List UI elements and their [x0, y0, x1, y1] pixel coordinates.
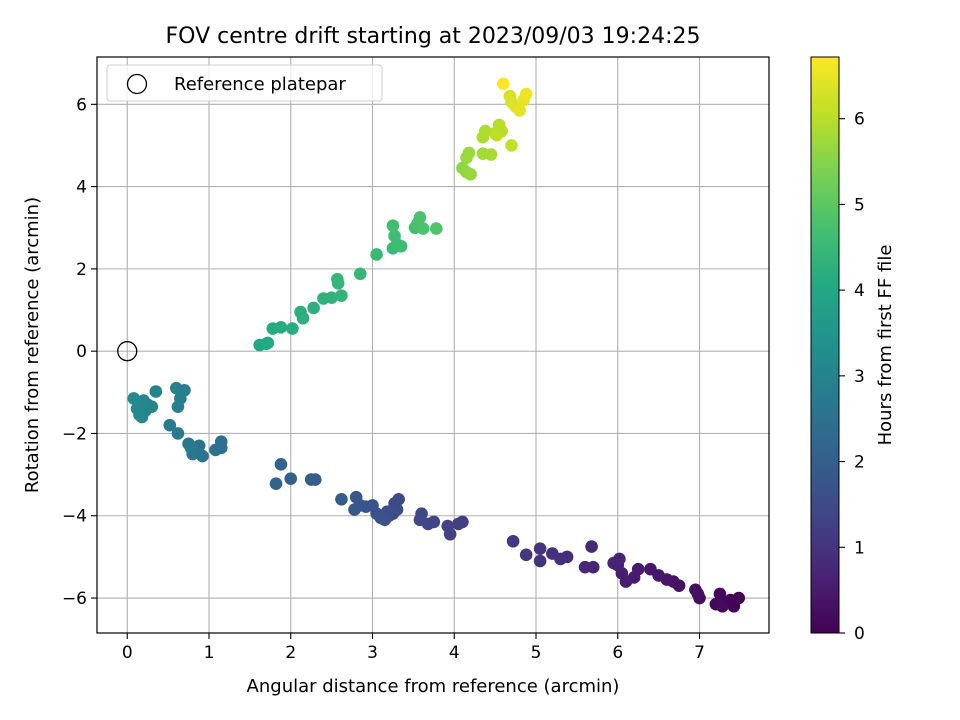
- data-point: [388, 229, 401, 243]
- colorbar-tick-label: 3: [854, 367, 865, 387]
- data-point: [296, 311, 310, 325]
- y-tick-label: −4: [62, 507, 87, 527]
- data-point: [506, 534, 520, 548]
- data-point: [464, 167, 477, 181]
- colorbar-tick-label: 1: [854, 538, 865, 558]
- x-tick-label: 6: [612, 643, 623, 663]
- colorbar-ticks: 0 1 2 3 4 5 6: [839, 110, 865, 644]
- data-point: [533, 542, 547, 555]
- data-point: [331, 272, 344, 286]
- data-point: [274, 321, 288, 334]
- chart-title: FOV centre drift starting at 2023/09/03 …: [166, 24, 701, 49]
- data-point: [441, 519, 455, 533]
- data-point: [335, 492, 348, 506]
- x-tick-label: 7: [694, 643, 705, 663]
- y-axis-ticks: −6 −4 −2 0 2 4 6: [62, 95, 97, 609]
- x-axis-ticks: 0 1 2 3 4 5 6 7: [122, 633, 705, 663]
- data-point: [546, 547, 559, 560]
- data-point: [479, 124, 492, 138]
- y-tick-label: −2: [62, 424, 87, 444]
- x-tick-label: 1: [204, 643, 215, 663]
- colorbar-tick-label: 2: [854, 453, 865, 473]
- data-point: [497, 77, 510, 91]
- data-point: [182, 437, 195, 451]
- colorbar: [810, 56, 840, 634]
- data-point: [163, 418, 177, 432]
- data-point: [171, 400, 185, 414]
- data-point: [716, 599, 729, 613]
- data-point: [196, 449, 209, 463]
- data-point: [519, 87, 533, 101]
- legend-label: Reference platepar: [174, 74, 346, 95]
- y-tick-label: 4: [76, 178, 87, 198]
- colorbar-tick-label: 6: [854, 110, 865, 130]
- data-point: [585, 540, 598, 553]
- y-tick-label: 0: [76, 342, 87, 362]
- data-point: [519, 548, 533, 562]
- data-point: [127, 392, 141, 405]
- data-point: [325, 291, 338, 304]
- data-point: [607, 556, 620, 570]
- data-point: [348, 503, 361, 516]
- data-point: [349, 490, 363, 504]
- data-point: [732, 591, 746, 605]
- data-point: [284, 472, 298, 486]
- data-point: [149, 385, 163, 398]
- data-point: [388, 497, 401, 510]
- x-axis-label: Angular distance from reference (arcmin): [247, 676, 620, 697]
- data-point: [484, 148, 498, 161]
- x-tick-label: 0: [122, 643, 133, 663]
- colorbar-tick-label: 5: [854, 195, 865, 215]
- y-tick-label: 6: [76, 95, 87, 115]
- x-tick-label: 2: [285, 643, 296, 663]
- x-tick-label: 5: [531, 643, 542, 663]
- data-point: [169, 381, 183, 395]
- x-tick-label: 4: [449, 643, 460, 663]
- data-point: [413, 513, 427, 527]
- data-point: [269, 477, 283, 490]
- reference-marker: [117, 341, 138, 362]
- data-point: [353, 267, 367, 281]
- data-points: [127, 77, 746, 613]
- data-point: [513, 104, 526, 117]
- data-point: [462, 146, 476, 160]
- data-point: [490, 128, 504, 142]
- data-point: [533, 554, 547, 568]
- data-point: [394, 239, 408, 253]
- data-point: [304, 473, 318, 486]
- data-point: [713, 587, 727, 601]
- data-point: [691, 587, 705, 601]
- legend-box: [106, 64, 383, 102]
- data-point: [386, 219, 400, 232]
- plot-frame: [96, 56, 770, 634]
- data-point: [274, 458, 288, 471]
- data-point: [370, 248, 383, 261]
- data-point: [505, 139, 518, 152]
- data-point: [286, 322, 299, 335]
- colorbar-tick-label: 0: [854, 624, 865, 644]
- y-tick-label: 2: [76, 260, 87, 280]
- data-point: [644, 562, 657, 576]
- data-point: [335, 289, 348, 302]
- legend-marker: [126, 73, 148, 95]
- data-point: [209, 443, 222, 457]
- reference-point: [117, 341, 138, 362]
- y-axis-label: Rotation from reference (arcmin): [22, 197, 43, 493]
- y-tick-label: −6: [62, 589, 87, 609]
- data-point: [261, 336, 275, 350]
- data-point: [171, 427, 185, 440]
- data-point: [307, 301, 320, 315]
- colorbar-label: Hours from first FF file: [875, 245, 896, 446]
- data-point: [452, 517, 465, 531]
- data-point: [416, 222, 430, 235]
- data-point: [130, 402, 144, 416]
- x-tick-label: 3: [367, 643, 378, 663]
- legend: Reference platepar: [106, 64, 383, 102]
- colorbar-tick-label: 4: [854, 281, 865, 301]
- data-point: [578, 560, 592, 574]
- data-point: [429, 222, 443, 235]
- data-point: [413, 211, 427, 224]
